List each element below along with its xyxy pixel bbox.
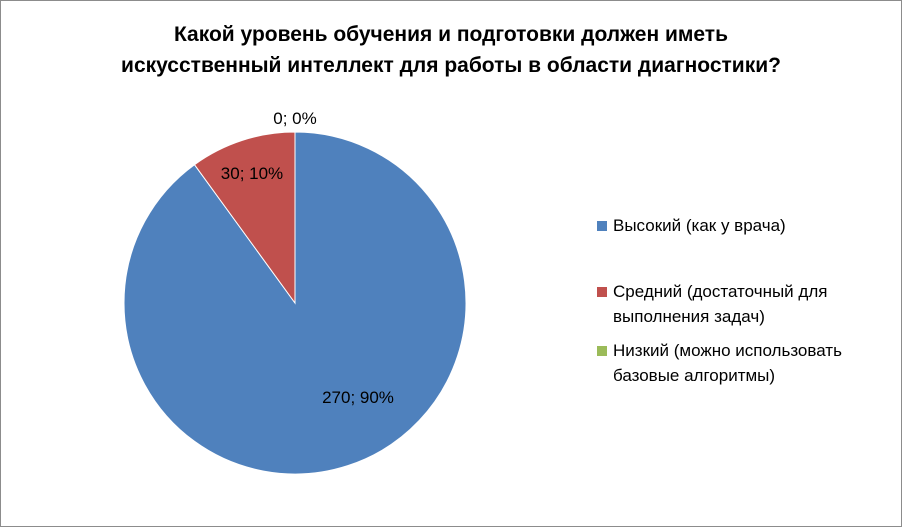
legend-swatch-medium	[597, 287, 607, 297]
legend-swatch-high	[597, 221, 607, 231]
legend-label-low-line-2: базовые алгоритмы)	[613, 366, 776, 385]
legend-item-high: Высокий (как у врача)	[597, 213, 897, 238]
legend: Высокий (как у врача) Средний (достаточн…	[597, 213, 897, 388]
legend-label-low-line-1: Низкий (можно использовать	[613, 341, 842, 360]
chart-title: Какой уровень обучения и подготовки долж…	[61, 19, 841, 81]
data-label-low: 0; 0%	[273, 109, 316, 128]
legend-item-medium: Средний (достаточный для выполнения зада…	[597, 279, 897, 329]
legend-item-low: Низкий (можно использовать базовые алгор…	[597, 338, 897, 388]
legend-label-medium-line-1: Средний (достаточный для	[613, 282, 828, 301]
legend-swatch-low	[597, 346, 607, 356]
legend-label-medium-line-2: выполнения задач)	[613, 307, 765, 326]
pie-slice-high	[123, 131, 467, 475]
data-label-high: 270; 90%	[322, 388, 394, 407]
data-label-medium: 30; 10%	[221, 164, 283, 183]
pie-slice-medium	[193, 131, 296, 305]
legend-label-high-line-1: Высокий (как у врача)	[613, 216, 786, 235]
chart-title-line-1: Какой уровень обучения и подготовки долж…	[173, 23, 729, 46]
chart-title-line-2: искусственный интеллект для работы в обл…	[121, 54, 781, 77]
